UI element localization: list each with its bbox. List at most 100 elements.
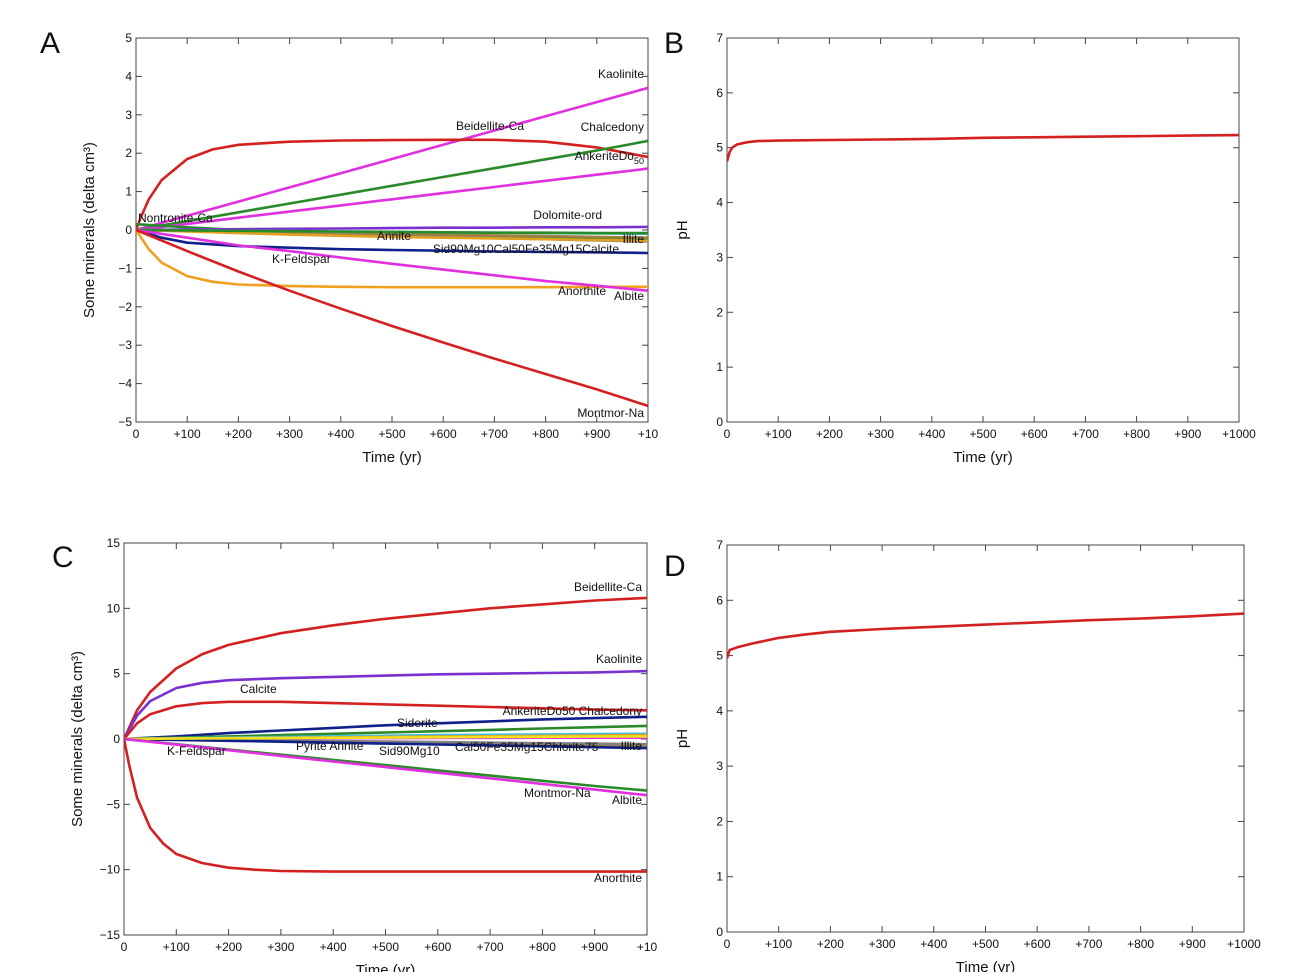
mineral-label-siderite: Siderite xyxy=(397,716,438,730)
x-tick-label: +800 xyxy=(532,427,559,441)
series-group xyxy=(727,612,1244,659)
mineral-label-ankeritedo50-chalcedony: AnkeriteDo50 Chalcedony xyxy=(503,704,642,718)
y-tick-label: 2 xyxy=(716,305,723,319)
x-tick-label: +10 xyxy=(638,427,659,441)
mineral-label-annite: Annite xyxy=(377,229,411,243)
x-tick-label: +10 xyxy=(637,940,658,954)
x-tick-label: +200 xyxy=(215,940,242,954)
y-axis-title: pH xyxy=(674,729,691,748)
series-line-beidellite-ca xyxy=(136,138,648,231)
y-tick-label: 1 xyxy=(716,360,723,374)
mineral-label-sid90mg10cal50fe35mg15calcite: Sid90Mg10Cal50Fe35Mg15Calcite xyxy=(433,242,619,256)
series-group xyxy=(136,86,648,408)
x-tick-label: +400 xyxy=(320,940,347,954)
mineral-label-k-feldspar: K-Feldspar xyxy=(272,252,331,266)
mineral-label-illite: Illite xyxy=(623,232,645,246)
x-tick-label: +800 xyxy=(529,940,556,954)
series-line-illite xyxy=(124,735,647,741)
panel-letter-a: A xyxy=(40,27,60,60)
x-tick-label: +400 xyxy=(918,427,945,441)
y-tick-label: −10 xyxy=(100,863,121,877)
series-line-kaolinite xyxy=(136,86,648,232)
series-line-ph xyxy=(727,133,1239,162)
x-tick-label: +700 xyxy=(1072,427,1099,441)
y-tick-label: 4 xyxy=(716,196,723,210)
series-line-chalcedony xyxy=(136,139,648,232)
y-tick-label: 2 xyxy=(125,146,132,160)
y-tick-label: −3 xyxy=(118,338,132,352)
y-axis-title: Some minerals (delta cm³) xyxy=(81,142,98,318)
y-tick-label: 5 xyxy=(125,31,132,45)
mineral-label-albite: Albite xyxy=(612,793,642,807)
x-tick-label: +200 xyxy=(817,937,844,951)
mineral-label-dolomite-ord: Dolomite-ord xyxy=(533,208,602,222)
series-line-ph xyxy=(727,612,1244,659)
y-tick-label: 3 xyxy=(716,759,723,773)
panel-c: 0 +100 +200 +300 +400 +500 +600 +700 +800 +900 +10… xyxy=(69,536,658,972)
series-line-calcite xyxy=(136,228,648,235)
mineral-label-anorthite: Anorthite xyxy=(558,284,606,298)
x-tick-label: +100 xyxy=(174,427,201,441)
x-tick-label: +600 xyxy=(430,427,457,441)
x-axis-title: Time (yr) xyxy=(362,449,421,466)
y-tick-label: 10 xyxy=(107,601,121,615)
x-tick-label: +600 xyxy=(1021,427,1048,441)
y-tick-label: 0 xyxy=(113,732,120,746)
y-tick-label: 7 xyxy=(716,31,723,45)
series-line-montmor-na xyxy=(124,737,647,797)
y-tick-label: −15 xyxy=(100,928,121,942)
series-line-anorthite xyxy=(136,229,648,289)
y-tick-label: 1 xyxy=(125,185,132,199)
x-tick-label: +400 xyxy=(920,937,947,951)
mineral-label-k-feldspar: K-Feldspar xyxy=(167,744,226,758)
x-tick-label: 0 xyxy=(121,940,128,954)
mineral-label-beidellite-ca: Beidellite-Ca xyxy=(574,580,642,594)
y-tick-label: −5 xyxy=(106,797,120,811)
y-tick-label: 3 xyxy=(125,108,132,122)
x-tick-label: +300 xyxy=(276,427,303,441)
y-tick-label: −1 xyxy=(118,261,132,275)
mineral-label-beidellite-ca: Beidellite-Ca xyxy=(456,119,524,133)
x-axis-title: Time (yr) xyxy=(956,959,1015,972)
mineral-label-illite: Illite xyxy=(621,739,643,753)
x-tick-label: +900 xyxy=(1174,427,1201,441)
x-tick-label: +500 xyxy=(972,937,999,951)
panel-a: 0 +100 +200 +300 +400 +500 +600 +700 +800 +900 +10… xyxy=(81,31,659,466)
mineral-label-pyrite-annite: Pyrite Annite xyxy=(296,739,364,753)
x-axis-title: Time (yr) xyxy=(356,962,415,972)
series-line-dolomite-ord xyxy=(136,225,648,232)
x-tick-label: +500 xyxy=(378,427,405,441)
series-line-ankeritedo50 xyxy=(136,167,648,232)
y-tick-label: 4 xyxy=(125,69,132,83)
mineral-label-montmor-na: Montmor-Na xyxy=(524,786,591,800)
mineral-label-chalcedony: Chalcedony xyxy=(581,120,644,134)
y-tick-label: 6 xyxy=(716,593,723,607)
x-tick-label: +700 xyxy=(477,940,504,954)
y-axis-title: pH xyxy=(674,220,691,239)
series-line-albite xyxy=(136,228,648,292)
x-tick-label: +100 xyxy=(765,937,792,951)
panel-letter-b: B xyxy=(664,27,684,60)
x-tick-label: +700 xyxy=(1075,937,1102,951)
x-axis-title: Time (yr) xyxy=(953,449,1012,466)
series-line-calcite xyxy=(124,700,647,740)
y-tick-label: −5 xyxy=(118,415,132,429)
x-tick-label: +100 xyxy=(765,427,792,441)
series-group xyxy=(727,133,1239,162)
y-tick-label: 15 xyxy=(107,536,121,550)
series-line-montmor-na xyxy=(136,228,648,408)
mineral-label-albite: Albite xyxy=(614,289,644,303)
panel-letter-d: D xyxy=(664,550,686,583)
y-tick-label: 4 xyxy=(716,704,723,718)
x-tick-label: +600 xyxy=(424,940,451,954)
y-tick-label: 1 xyxy=(716,870,723,884)
series-line-anorthite xyxy=(124,738,647,873)
x-tick-label: +300 xyxy=(869,937,896,951)
x-tick-label: +200 xyxy=(225,427,252,441)
y-tick-label: 0 xyxy=(716,415,723,429)
series-line-beidellite-ca xyxy=(124,596,647,740)
y-tick-label: 0 xyxy=(716,925,723,939)
x-tick-label: +400 xyxy=(327,427,354,441)
x-tick-label: 0 xyxy=(724,427,731,441)
